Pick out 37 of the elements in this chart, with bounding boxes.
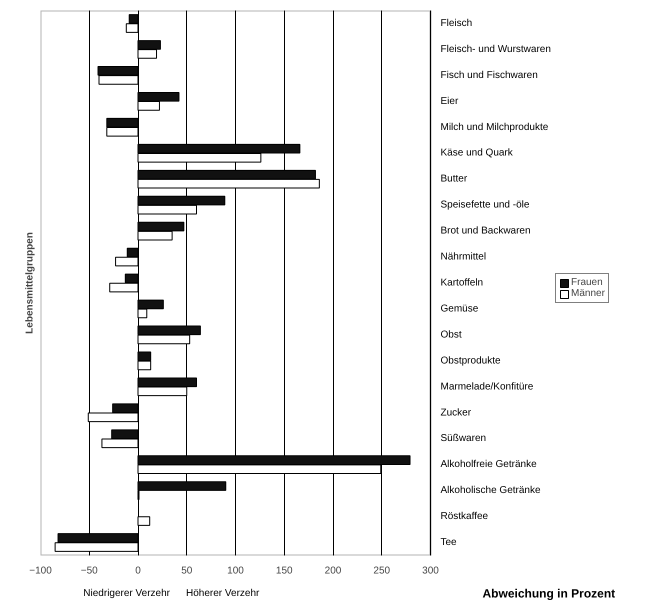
x-tick-label: 100	[227, 566, 244, 576]
y-axis-title: Lebensmittelgruppen	[24, 232, 36, 334]
y-tick-label: Fisch und Fischwaren	[440, 70, 538, 81]
y-tick-label: Milch und Milchprodukte	[440, 122, 549, 133]
y-tick-label: Obstprodukte	[440, 355, 501, 366]
x-tick-label: 200	[324, 566, 342, 576]
legend-label: Männer	[571, 288, 605, 299]
bar	[138, 516, 150, 526]
x-tick-label: 50	[181, 566, 193, 576]
y-tick-label: Gemüse	[440, 303, 479, 314]
y-tick-label: Süßwaren	[440, 433, 486, 444]
y-tick-label: Nährmittel	[440, 252, 486, 263]
x-axis-title: Abweichung in Prozent	[482, 586, 616, 600]
y-tick-label: Brot und Backwaren	[440, 226, 531, 237]
y-tick-label: Fleisch- und Wurstwaren	[440, 44, 551, 55]
y-tick-label: Alkoholfreie Getränke	[440, 459, 538, 470]
x-tick-label: 150	[276, 566, 294, 576]
text: Höherer Verzehr	[186, 588, 260, 599]
x-tick-label: −100	[29, 566, 52, 576]
y-tick-label: Zucker	[440, 407, 472, 418]
y-tick-label: Speisefette und -öle	[440, 200, 530, 211]
text: Niedrigerer Verzehr	[83, 588, 171, 599]
x-tick-label: 250	[373, 566, 391, 576]
x-tick-label: 0	[135, 566, 142, 576]
y-tick-label: Eier	[440, 96, 459, 107]
y-tick-label: Marmelade/Konfitüre	[440, 381, 534, 392]
x-tick-label: 300	[422, 566, 440, 576]
y-tick-label: Käse und Quark	[440, 148, 514, 159]
y-tick-label: Alkoholische Getränke	[440, 485, 541, 496]
y-tick-label: Tee	[440, 537, 458, 548]
y-tick-label: Fleisch	[440, 18, 472, 29]
y-tick-label: Röstkaffee	[440, 511, 489, 522]
y-tick-label: Obst	[440, 329, 462, 340]
x-tick-label: −50	[80, 566, 98, 576]
y-tick-label: Kartoffeln	[440, 278, 484, 288]
legend-label: Frauen	[571, 277, 603, 288]
y-tick-label: Butter	[440, 174, 468, 185]
